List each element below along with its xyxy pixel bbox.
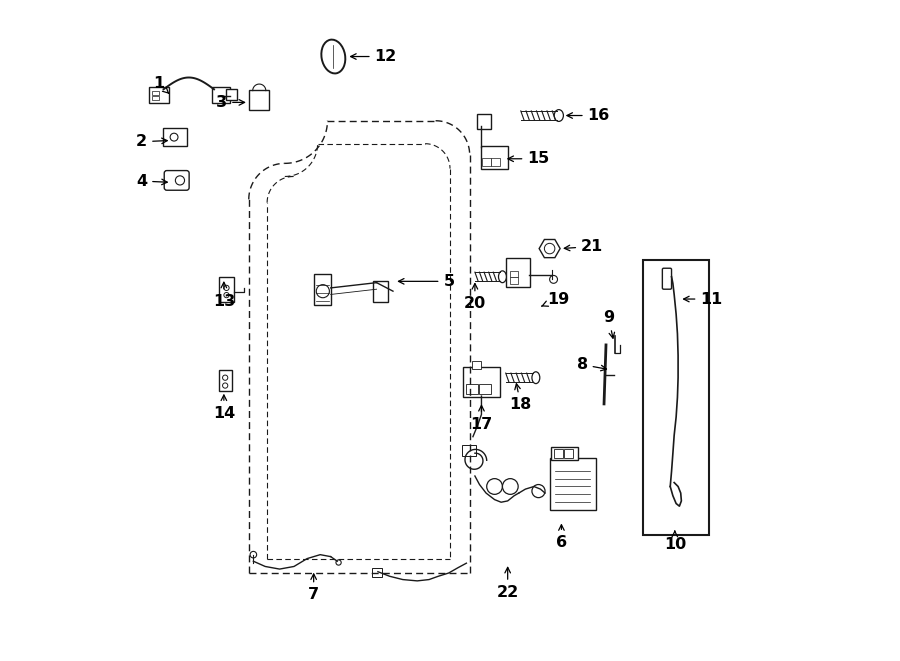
Circle shape [224,286,230,291]
Text: 4: 4 [136,174,167,188]
FancyBboxPatch shape [662,268,671,290]
FancyBboxPatch shape [227,89,237,100]
Circle shape [176,176,184,185]
Text: 9: 9 [603,310,615,338]
Text: 8: 8 [577,357,607,372]
Text: 6: 6 [556,525,567,550]
Circle shape [544,243,555,254]
Text: 3: 3 [216,95,245,110]
Text: 11: 11 [684,292,723,307]
Ellipse shape [321,40,346,73]
Circle shape [336,560,341,565]
Text: 22: 22 [497,567,518,600]
Ellipse shape [532,371,540,383]
Circle shape [487,479,502,494]
Bar [644,260,709,535]
Circle shape [316,285,329,297]
Circle shape [224,292,230,297]
FancyBboxPatch shape [466,383,478,394]
Bar [152,96,159,100]
Bar [152,91,159,95]
FancyBboxPatch shape [314,274,331,305]
Text: 17: 17 [471,405,492,432]
Circle shape [550,276,557,284]
Text: 15: 15 [508,151,550,167]
FancyBboxPatch shape [509,271,518,278]
Text: 5: 5 [399,274,454,289]
FancyBboxPatch shape [219,278,234,301]
FancyBboxPatch shape [480,383,491,394]
Circle shape [532,485,545,498]
Text: 21: 21 [564,239,603,254]
Circle shape [222,375,228,380]
Text: 16: 16 [567,108,610,123]
Text: 14: 14 [212,395,235,421]
FancyBboxPatch shape [164,171,189,190]
FancyBboxPatch shape [464,368,500,397]
FancyBboxPatch shape [507,258,530,288]
Text: 19: 19 [542,292,570,307]
Text: 12: 12 [351,49,397,64]
FancyBboxPatch shape [491,158,500,166]
FancyBboxPatch shape [373,281,389,301]
Ellipse shape [554,110,563,122]
FancyBboxPatch shape [372,568,382,577]
FancyBboxPatch shape [463,446,475,455]
FancyBboxPatch shape [481,146,508,169]
Text: 7: 7 [308,574,320,602]
Circle shape [222,383,228,388]
Text: 18: 18 [509,384,532,412]
Text: 10: 10 [663,531,686,552]
FancyBboxPatch shape [551,447,579,460]
Text: 1: 1 [153,76,169,93]
FancyBboxPatch shape [477,114,491,130]
FancyBboxPatch shape [163,128,187,146]
FancyBboxPatch shape [509,278,518,284]
Text: 2: 2 [136,134,167,149]
FancyBboxPatch shape [249,90,269,110]
FancyBboxPatch shape [550,458,596,510]
FancyBboxPatch shape [212,87,230,103]
Circle shape [170,134,178,141]
FancyBboxPatch shape [554,449,563,458]
FancyBboxPatch shape [149,87,169,103]
FancyBboxPatch shape [472,362,481,369]
Text: 13: 13 [212,282,235,309]
Circle shape [250,551,256,558]
Text: 20: 20 [464,284,486,311]
FancyBboxPatch shape [564,449,573,458]
Ellipse shape [499,271,507,283]
Circle shape [502,479,518,494]
FancyBboxPatch shape [482,158,491,166]
FancyBboxPatch shape [219,370,231,391]
